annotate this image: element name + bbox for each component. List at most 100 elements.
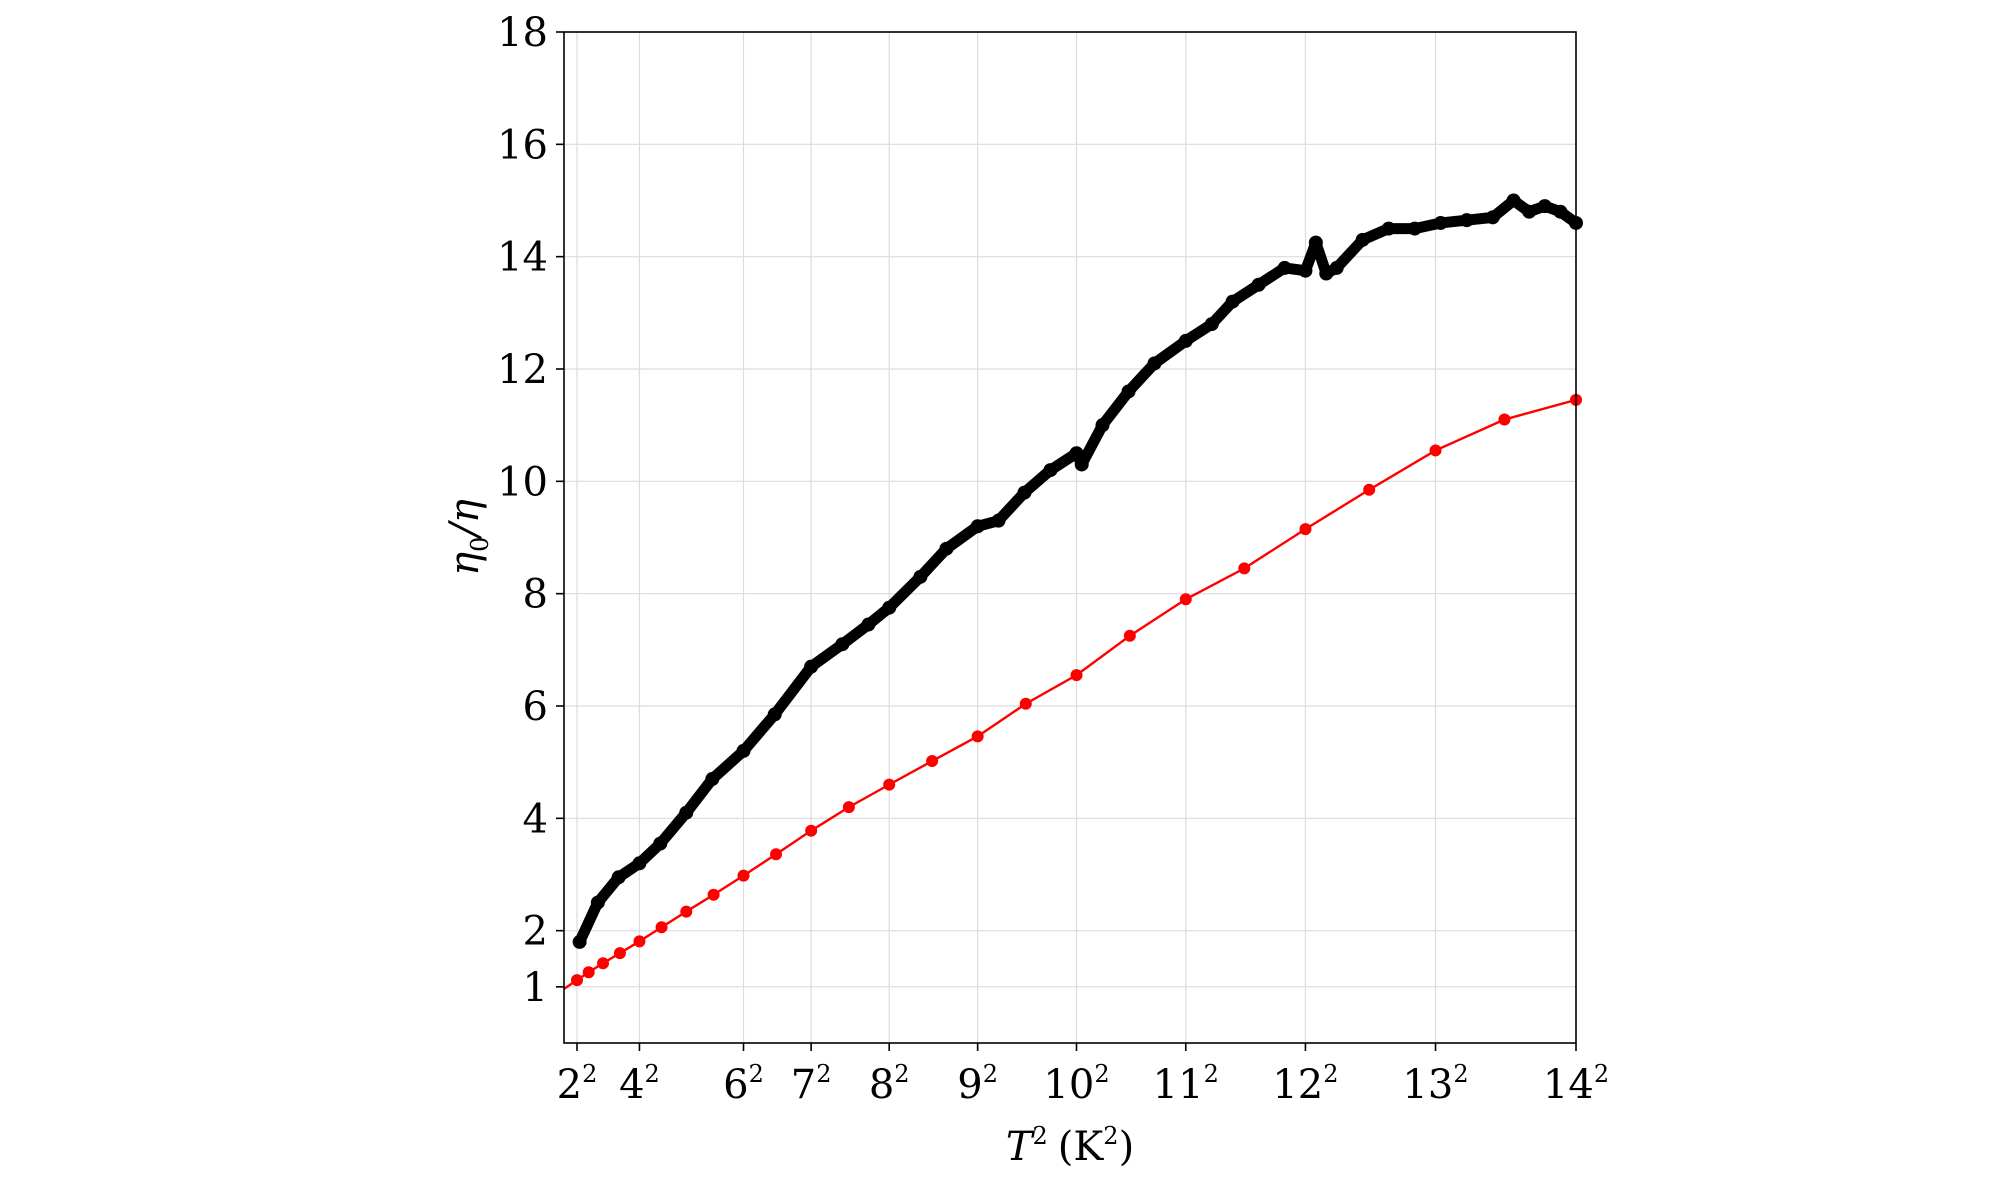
y-tick-label-9: 18 <box>497 10 548 56</box>
red-point-23 <box>1498 413 1511 426</box>
red-point-21 <box>1363 483 1376 496</box>
red-point-0 <box>571 974 584 987</box>
black-point-14 <box>939 541 954 556</box>
plot-frame <box>563 31 1577 1044</box>
red-point-16 <box>1070 669 1083 682</box>
x-tick-label-9: 132 <box>1402 1060 1468 1108</box>
y-tick-label-7: 14 <box>497 235 548 281</box>
y-axis-label: η0/η <box>442 499 494 576</box>
black-point-25 <box>1204 317 1219 332</box>
x-tick-label-1: 42 <box>619 1060 660 1108</box>
red-point-15 <box>1019 697 1032 710</box>
black-point-12 <box>882 600 897 615</box>
y-tick-label-3: 6 <box>523 684 548 730</box>
red-point-17 <box>1123 629 1136 642</box>
black-point-7 <box>736 743 751 758</box>
black-point-9 <box>804 659 819 674</box>
y-tick-label-8: 16 <box>497 122 548 168</box>
black-point-29 <box>1298 263 1313 278</box>
x-axis-label-exp: 2 <box>1033 1122 1048 1150</box>
black-point-1 <box>590 895 605 910</box>
x-tick-label-4: 82 <box>869 1060 910 1108</box>
black-point-28 <box>1277 260 1292 275</box>
black-point-26 <box>1225 294 1240 309</box>
black-point-34 <box>1381 221 1396 236</box>
red-point-13 <box>926 755 939 768</box>
black-point-27 <box>1251 277 1266 292</box>
x-tick-label-7: 112 <box>1153 1060 1219 1108</box>
black-point-41 <box>1537 199 1552 214</box>
black-point-11 <box>861 617 876 632</box>
black-point-33 <box>1355 232 1370 247</box>
black-point-5 <box>679 805 694 820</box>
x-tick-label-3: 72 <box>791 1060 832 1108</box>
x-axis-ticks: 22 42 62 72 82 92 102 112 122 132 142 <box>557 1043 1609 1108</box>
x-tick-label-6: 102 <box>1043 1060 1109 1108</box>
red-point-12 <box>883 778 896 791</box>
y-tick-label-6: 12 <box>497 347 548 393</box>
series-red-line <box>563 393 1582 990</box>
black-point-17 <box>1017 485 1032 500</box>
y-tick-label-5: 10 <box>497 459 548 505</box>
red-point-11 <box>842 801 855 814</box>
red-point-3 <box>613 947 626 960</box>
x-tick-label-0: 22 <box>557 1060 598 1108</box>
x-tick-label-8: 122 <box>1272 1060 1338 1108</box>
x-axis-label-unit-exp: 2 <box>1103 1122 1118 1150</box>
black-point-13 <box>913 569 928 584</box>
x-tick-label-5: 92 <box>957 1060 998 1108</box>
black-point-39 <box>1506 193 1521 208</box>
x-axis-label-unit: (K <box>1058 1124 1105 1170</box>
red-series-line <box>563 398 1577 990</box>
black-point-32 <box>1329 260 1344 275</box>
y-axis-label-main: η <box>442 552 488 576</box>
red-point-6 <box>680 905 693 918</box>
red-point-14 <box>971 730 984 743</box>
y-tick-label-0: 1 <box>523 965 548 1011</box>
black-point-23 <box>1147 356 1162 371</box>
x-axis-label-base: T <box>1006 1124 1036 1170</box>
black-point-0 <box>572 934 587 949</box>
series-black-scatter <box>572 193 1583 949</box>
red-point-18 <box>1179 593 1192 606</box>
red-point-19 <box>1238 562 1251 575</box>
black-point-31 <box>1319 266 1334 281</box>
red-point-20 <box>1299 523 1312 536</box>
black-point-2 <box>611 870 626 885</box>
y-axis-label-rest: /η <box>442 499 488 540</box>
black-point-37 <box>1459 213 1474 228</box>
x-tick-label-2: 62 <box>723 1060 764 1108</box>
black-series-trace <box>574 195 1582 948</box>
black-point-21 <box>1095 418 1110 433</box>
red-point-5 <box>655 921 668 934</box>
black-point-15 <box>970 519 985 534</box>
black-point-6 <box>705 772 720 787</box>
y-tick-label-2: 4 <box>523 796 548 842</box>
black-point-22 <box>1121 384 1136 399</box>
x-tick-label-10: 142 <box>1543 1060 1609 1108</box>
red-point-8 <box>737 869 750 882</box>
black-point-8 <box>767 707 782 722</box>
red-point-2 <box>597 957 610 970</box>
black-point-20 <box>1074 457 1089 472</box>
black-point-40 <box>1522 204 1537 219</box>
black-point-24 <box>1178 333 1193 348</box>
black-point-10 <box>835 637 850 652</box>
black-point-19 <box>1069 446 1084 461</box>
black-point-38 <box>1485 210 1500 225</box>
black-point-42 <box>1553 204 1568 219</box>
black-point-35 <box>1407 221 1422 236</box>
black-point-36 <box>1433 215 1448 230</box>
y-tick-label-4: 8 <box>523 572 548 618</box>
black-point-30 <box>1308 235 1323 250</box>
black-point-4 <box>653 836 668 851</box>
red-point-4 <box>633 935 646 948</box>
red-point-10 <box>805 824 818 837</box>
red-point-22 <box>1429 444 1442 457</box>
red-point-1 <box>582 966 595 979</box>
y-tick-label-1: 2 <box>523 909 548 955</box>
x-axis-label: T2 (K2) <box>1006 1122 1134 1170</box>
red-point-9 <box>770 848 783 861</box>
